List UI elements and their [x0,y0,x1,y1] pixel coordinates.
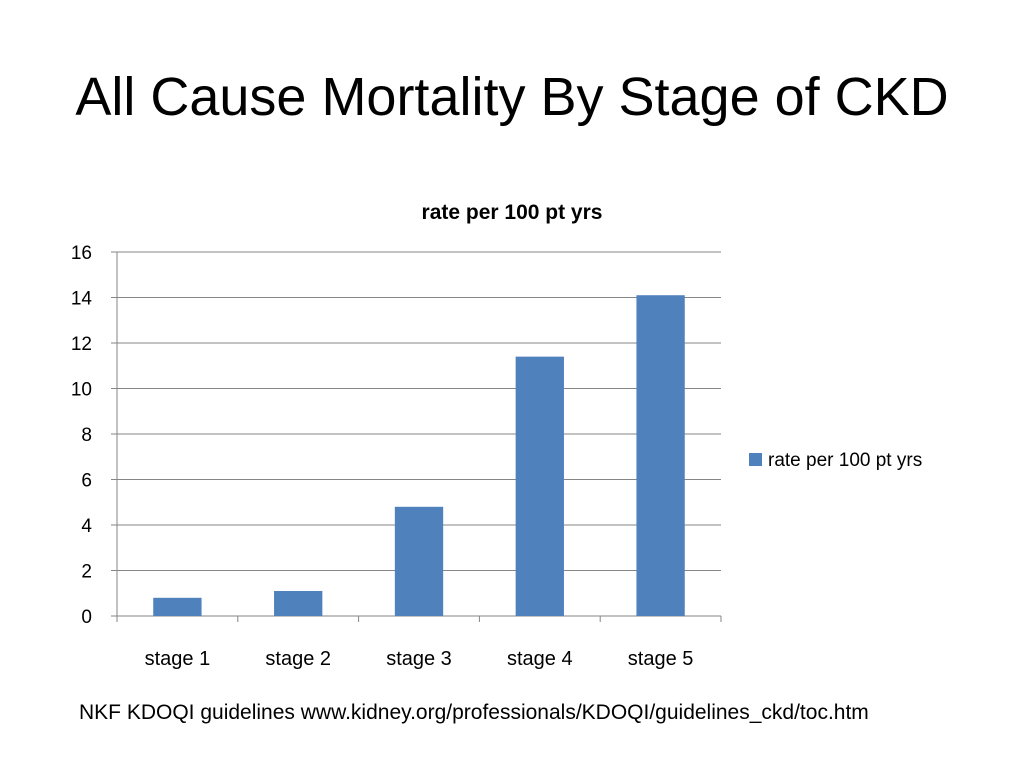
x-tick-label: stage 1 [145,648,211,670]
y-tick-label: 2 [81,562,92,583]
legend-label: rate per 100 pt yrs [768,450,922,471]
bar [636,295,685,616]
x-tick-label: stage 4 [507,648,573,670]
y-tick-label: 10 [71,380,92,401]
y-tick-label: 4 [81,516,92,537]
x-tick-label: stage 2 [265,648,331,670]
y-tick-label: 0 [81,607,92,628]
source-citation: NKF KDOQI guidelines www.kidney.org/prof… [79,701,869,724]
y-tick-label: 12 [71,334,92,355]
y-tick-label: 16 [71,243,92,264]
bar [274,590,323,616]
y-tick-label: 6 [81,471,92,492]
x-tick-label: stage 3 [386,648,452,670]
bar [515,356,564,616]
x-tick-label: stage 5 [628,648,694,670]
y-tick-labels: 0 2 4 6 8 10 12 14 16 [71,243,93,628]
bars [153,295,685,616]
legend: rate per 100 pt yrs [749,450,922,471]
x-tick-labels: stage 1 stage 2 stage 3 stage 4 stage 5 [145,648,694,670]
bar [153,597,202,616]
y-tick-label: 14 [71,289,93,310]
y-tick-label: 8 [81,425,92,446]
bar [394,506,444,616]
chart-title: rate per 100 pt yrs [422,201,603,224]
slide-title: All Cause Mortality By Stage of CKD [75,67,949,127]
legend-swatch [749,453,762,466]
